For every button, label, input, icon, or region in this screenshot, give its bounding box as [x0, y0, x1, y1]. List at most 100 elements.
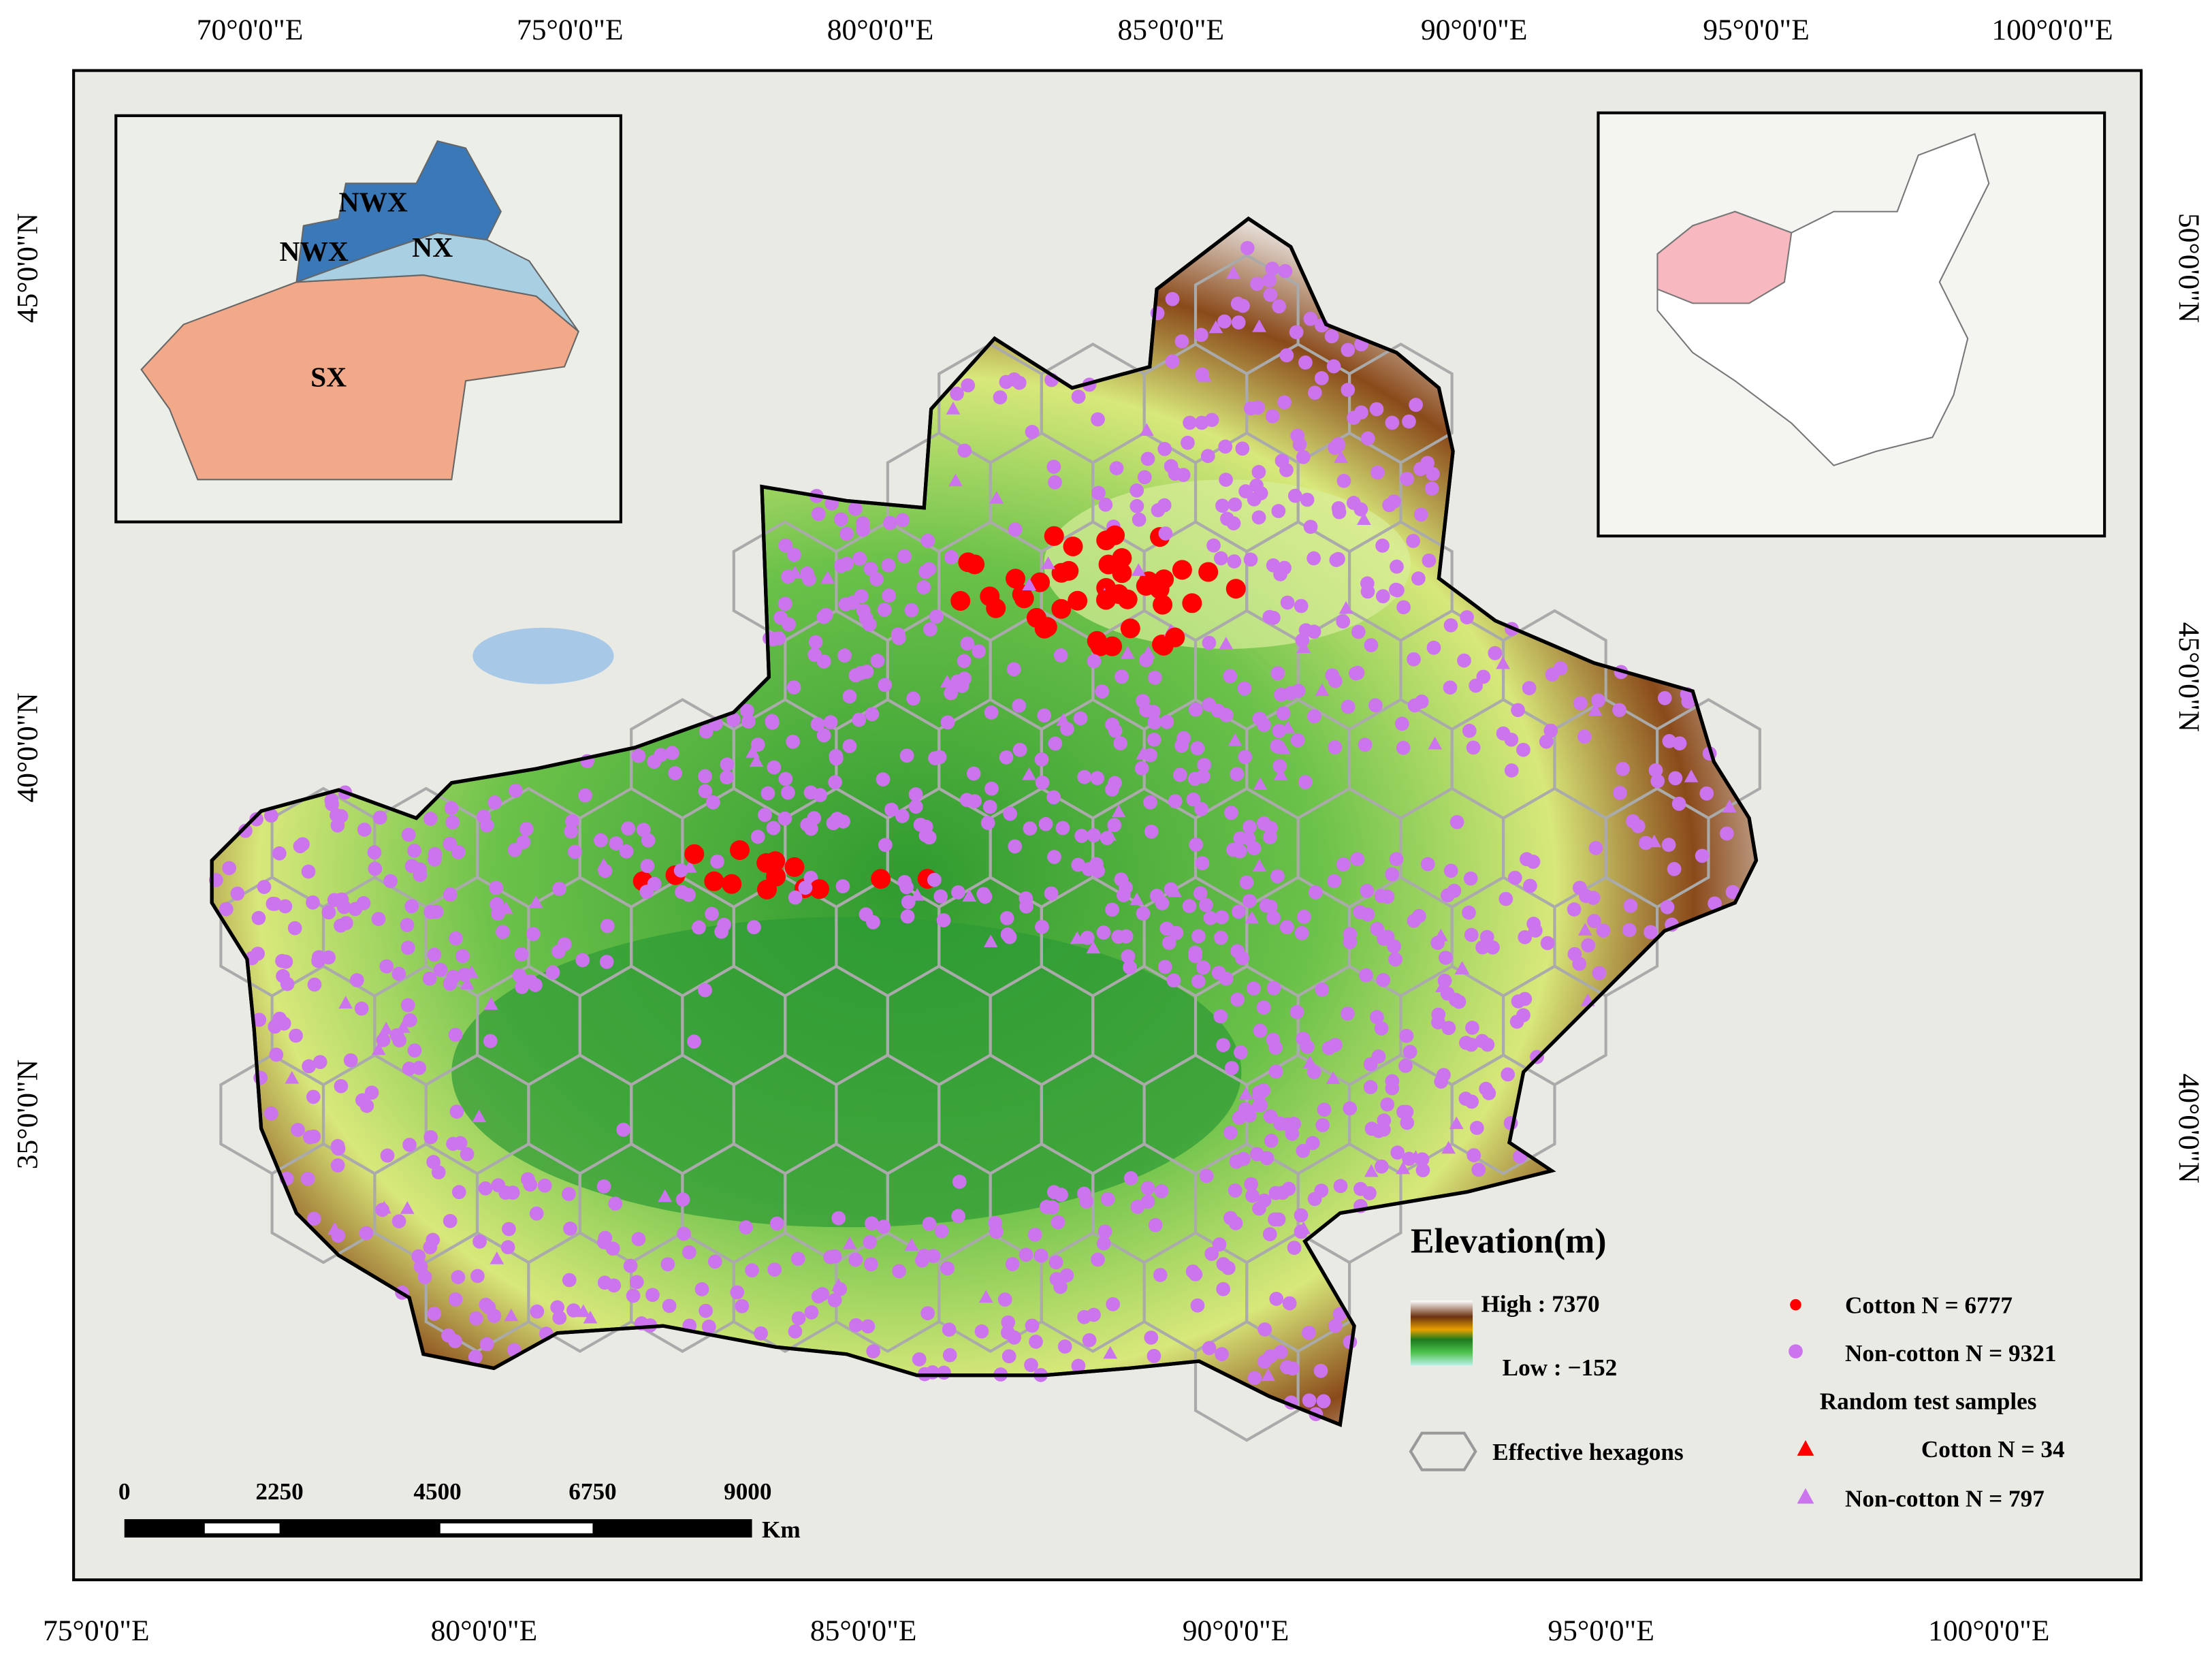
- non-cotton-sample: [899, 748, 914, 763]
- non-cotton-sample: [562, 1187, 576, 1201]
- non-cotton-sample: [426, 1232, 440, 1247]
- non-cotton-sample: [451, 845, 466, 859]
- test-sample: [1326, 1071, 1341, 1085]
- test-sample: [962, 889, 977, 902]
- legend-text: Cotton N = 6777: [1845, 1292, 2013, 1319]
- axis-label: 100°0'0"E: [1991, 14, 2113, 46]
- test-sample: [1315, 683, 1330, 697]
- non-cotton-sample: [1244, 1177, 1259, 1192]
- cotton-sample: [1063, 537, 1083, 557]
- non-cotton-sample: [865, 1216, 879, 1231]
- test-sample: [371, 1042, 386, 1055]
- non-cotton-sample: [781, 785, 795, 800]
- legend-text: Cotton N = 34: [1921, 1436, 2065, 1463]
- non-cotton-sample: [1096, 925, 1111, 940]
- axis-label: 90°0'0"E: [1421, 14, 1528, 46]
- non-cotton-sample: [1457, 653, 1471, 668]
- non-cotton-sample: [483, 1034, 498, 1049]
- non-cotton-sample: [1376, 972, 1391, 987]
- legend-text: Random test samples: [1820, 1388, 2037, 1414]
- non-cotton-sample: [1466, 740, 1481, 755]
- non-cotton-sample: [1153, 1268, 1168, 1282]
- non-cotton-sample: [1328, 673, 1343, 688]
- non-cotton-sample: [1368, 698, 1383, 713]
- non-cotton-sample: [1414, 695, 1429, 709]
- non-cotton-sample: [263, 1106, 278, 1121]
- non-cotton-sample: [1287, 1241, 1302, 1255]
- non-cotton-sample: [1226, 516, 1241, 530]
- non-cotton-sample: [1251, 1087, 1266, 1102]
- axis-label: 100°0'0"E: [1928, 1614, 2049, 1647]
- non-cotton-sample: [1059, 722, 1074, 736]
- non-cotton-sample: [1587, 914, 1601, 928]
- non-cotton-sample: [1399, 1104, 1414, 1119]
- cotton-sample: [965, 554, 985, 575]
- non-cotton-sample: [741, 714, 756, 729]
- non-cotton-sample: [512, 968, 527, 983]
- non-cotton-sample: [1336, 473, 1351, 488]
- non-cotton-sample: [1375, 538, 1390, 553]
- region-label: NWX: [280, 236, 349, 267]
- non-cotton-sample: [1218, 439, 1233, 454]
- non-cotton-sample: [778, 538, 793, 553]
- cotton-sample: [1006, 569, 1026, 589]
- test-sample: [1208, 320, 1223, 334]
- non-cotton-sample: [926, 1249, 941, 1263]
- non-cotton-sample: [1213, 1009, 1228, 1023]
- non-cotton-sample: [951, 1209, 965, 1224]
- non-cotton-sample: [1394, 716, 1409, 731]
- non-cotton-sample: [1115, 669, 1129, 684]
- non-cotton-sample: [1360, 584, 1375, 599]
- non-cotton-sample: [1073, 711, 1088, 726]
- test-sample: [1219, 637, 1234, 650]
- scale-bar: 0 2250 4500 6750 9000 Km: [118, 1478, 801, 1543]
- non-cotton-sample: [1193, 886, 1208, 901]
- non-cotton-sample: [1071, 1358, 1086, 1373]
- test-sample: [904, 1238, 919, 1251]
- test-sample: [483, 997, 498, 1010]
- non-cotton-sample: [564, 824, 579, 839]
- non-cotton-sample: [912, 1352, 927, 1367]
- non-cotton-sample: [1296, 449, 1311, 464]
- non-cotton-sample: [1168, 794, 1183, 808]
- non-cotton-sample: [1462, 905, 1476, 920]
- non-cotton-sample: [514, 947, 529, 961]
- non-cotton-sample: [1204, 413, 1219, 428]
- non-cotton-sample: [448, 1334, 462, 1348]
- non-cotton-sample: [897, 874, 912, 889]
- non-cotton-sample: [1109, 461, 1124, 475]
- lake: [472, 627, 614, 684]
- xinjiang-border: [210, 216, 1759, 1427]
- cotton-sample: [765, 851, 786, 872]
- non-cotton-sample: [1388, 952, 1402, 967]
- non-cotton-sample: [1252, 712, 1267, 726]
- non-cotton-sample: [1008, 522, 1023, 537]
- non-cotton-sample: [1271, 504, 1286, 518]
- tarim-basin: [451, 917, 1242, 1228]
- non-cotton-sample: [1189, 838, 1204, 852]
- non-cotton-sample: [1522, 681, 1537, 695]
- test-sample: [1139, 423, 1154, 436]
- hexagon-swatch: [1409, 1431, 1477, 1471]
- non-cotton-sample: [1725, 885, 1740, 899]
- test-sample: [400, 1201, 415, 1214]
- cotton-sample: [1225, 579, 1246, 599]
- non-cotton-sample: [278, 955, 293, 969]
- test-sample: [504, 1308, 519, 1322]
- non-cotton-sample: [1251, 510, 1266, 525]
- non-cotton-sample: [1463, 871, 1478, 886]
- non-cotton-sample: [1132, 512, 1147, 527]
- non-cotton-sample: [892, 631, 906, 646]
- test-sample: [749, 754, 764, 767]
- non-cotton-sample: [1422, 553, 1437, 568]
- non-cotton-sample: [1307, 624, 1321, 639]
- test-sample: [1226, 266, 1240, 279]
- non-cotton-sample: [810, 717, 825, 731]
- non-cotton-sample: [1230, 992, 1245, 1007]
- non-cotton-sample: [1370, 1010, 1384, 1025]
- axis-label: 40°0'0"N: [2173, 1074, 2205, 1183]
- non-cotton-sample: [1029, 1335, 1043, 1349]
- legend-text: Low : −152: [1503, 1354, 1618, 1381]
- region-label: NWX: [339, 187, 408, 218]
- non-cotton-sample: [1331, 436, 1345, 451]
